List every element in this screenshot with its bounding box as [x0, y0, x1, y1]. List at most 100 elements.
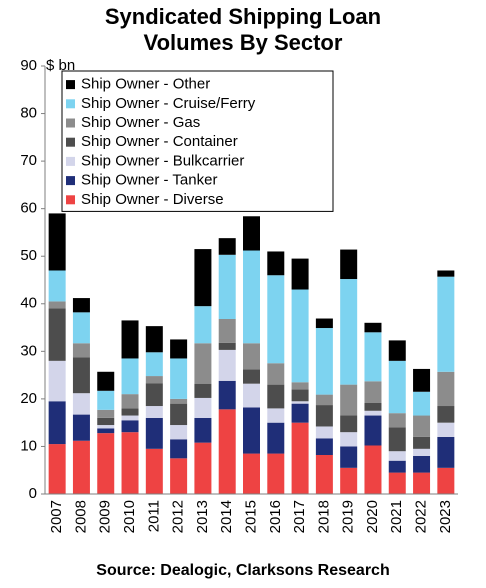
axes-group: 2007 2008 2009 2010 2011 2012 2013 2014 2015 2016…	[20, 57, 458, 533]
legend-label-1: Ship Owner - Diverse	[81, 191, 224, 208]
bar-segment-2021-5	[388, 413, 406, 428]
bar-segment-2011-2	[145, 417, 163, 449]
bar-segment-2018-1	[315, 455, 333, 494]
bar-segment-2014-2	[218, 380, 236, 410]
bar-segment-2009-2	[97, 428, 115, 434]
bar-segment-2021-2	[388, 460, 406, 473]
bar-segment-2014-1	[218, 409, 236, 494]
chart-title: Syndicated Shipping Loan Volumes By Sect…	[0, 4, 486, 56]
x-tick-label-2021: 2021	[388, 500, 405, 533]
bar-segment-2015-6	[243, 250, 260, 344]
bar-segment-2011-1	[145, 448, 163, 494]
bar-segment-2017-3	[291, 401, 309, 404]
legend: Ship Owner - Other Ship Owner - Cruise/Fe…	[61, 70, 334, 212]
legend-swatch-3	[66, 156, 75, 166]
bar-segment-2022-3	[413, 448, 431, 456]
bar-segment-2007-5	[48, 301, 66, 309]
bar-segment-2019-7	[340, 249, 358, 280]
bar-segment-2008-7	[72, 298, 90, 313]
bar-segment-2017-4	[291, 389, 309, 402]
y-tick-label-70: 70	[20, 152, 37, 169]
bar-segment-2014-4	[218, 342, 236, 350]
legend-label-7: Ship Owner - Other	[81, 76, 210, 93]
legend-label-3: Ship Owner - Bulkcarrier	[81, 152, 244, 169]
x-tick-label-2015: 2015	[242, 500, 259, 533]
bar-segment-2013-3	[194, 397, 212, 418]
bar-segment-2018-4	[315, 405, 333, 427]
bar-segment-2012-1	[170, 458, 188, 494]
bar-segment-2017-5	[291, 382, 309, 390]
bar-segment-2009-4	[97, 417, 115, 426]
bar-segment-2010-4	[121, 408, 139, 416]
y-tick-label-40: 40	[20, 295, 37, 312]
bar-segment-2011-6	[145, 352, 163, 377]
bar-segment-2010-2	[121, 420, 139, 433]
x-tick-label-2019: 2019	[340, 500, 357, 533]
bar-segment-2018-7	[315, 318, 333, 329]
bar-segment-2010-1	[121, 432, 139, 494]
bar-segment-2007-7	[48, 213, 66, 271]
bar-segment-2012-6	[170, 358, 188, 399]
bar-segment-2010-3	[121, 415, 139, 421]
bar-segment-2022-5	[413, 415, 431, 437]
bar-segment-2019-5	[340, 384, 358, 416]
bar-segment-2012-4	[170, 403, 188, 426]
bar-segment-2008-6	[72, 312, 90, 344]
bar-segment-2023-6	[437, 276, 455, 372]
bar-segment-2009-7	[97, 371, 115, 391]
x-tick-label-2020: 2020	[364, 500, 381, 533]
bar-segment-2018-5	[315, 394, 333, 406]
legend-swatch-6	[66, 99, 75, 109]
y-tick-label-60: 60	[20, 200, 37, 217]
x-tick-label-2009: 2009	[97, 500, 114, 533]
bar-segment-2023-2	[437, 436, 455, 468]
bar-segment-2017-1	[291, 422, 309, 494]
bar-segment-2023-7	[437, 270, 455, 277]
bar-segment-2008-5	[72, 343, 90, 358]
bar-segment-2015-3	[243, 383, 260, 408]
bar-segment-2015-7	[243, 216, 260, 251]
bar-segment-2012-5	[170, 398, 188, 404]
bar-segment-2007-4	[48, 308, 66, 361]
bar-segment-2010-7	[121, 320, 139, 359]
bar-segment-2016-5	[267, 363, 285, 385]
x-tick-label-2022: 2022	[413, 500, 430, 533]
bar-segment-2007-1	[48, 444, 66, 494]
bar-segment-2014-7	[218, 238, 236, 255]
bar-segment-2017-6	[291, 289, 309, 383]
bar-segment-2019-4	[340, 415, 358, 433]
bar-segment-2022-7	[413, 368, 431, 392]
bar-segment-2012-2	[170, 439, 188, 459]
x-tick-label-2016: 2016	[267, 500, 284, 533]
x-tick-label-2008: 2008	[72, 500, 89, 533]
bar-segment-2016-7	[267, 251, 285, 276]
bar-segment-2013-7	[194, 249, 212, 307]
bar-segment-2011-3	[145, 406, 163, 418]
bar-segment-2012-7	[170, 339, 188, 359]
bar-segment-2023-3	[437, 422, 455, 437]
y-tick-label-80: 80	[20, 105, 37, 122]
y-tick-label-30: 30	[20, 342, 37, 359]
x-tick-label-2013: 2013	[194, 500, 211, 533]
legend-label-6: Ship Owner - Cruise/Ferry	[81, 95, 256, 112]
bar-segment-2015-4	[243, 369, 260, 384]
bar-segment-2008-2	[72, 414, 90, 441]
bar-segment-2014-6	[218, 254, 236, 319]
bar-segment-2018-2	[315, 438, 333, 455]
bar-segment-2011-4	[145, 383, 163, 407]
legend-swatch-5	[66, 118, 75, 128]
bar-segment-2021-3	[388, 451, 406, 461]
x-tick-label-2014: 2014	[218, 500, 235, 533]
legend-swatch-4	[66, 137, 75, 147]
bar-segment-2021-1	[388, 472, 406, 494]
bar-segment-2018-6	[315, 328, 333, 395]
bar-segment-2015-2	[243, 407, 260, 454]
x-tick-label-2023: 2023	[437, 500, 454, 533]
bar-segment-2022-6	[413, 391, 431, 416]
bar-segment-2013-4	[194, 383, 212, 398]
bar-segment-2009-1	[97, 433, 115, 494]
bar-segment-2021-4	[388, 427, 406, 452]
bar-segment-2020-4	[364, 402, 382, 411]
bar-segment-2013-1	[194, 442, 212, 494]
